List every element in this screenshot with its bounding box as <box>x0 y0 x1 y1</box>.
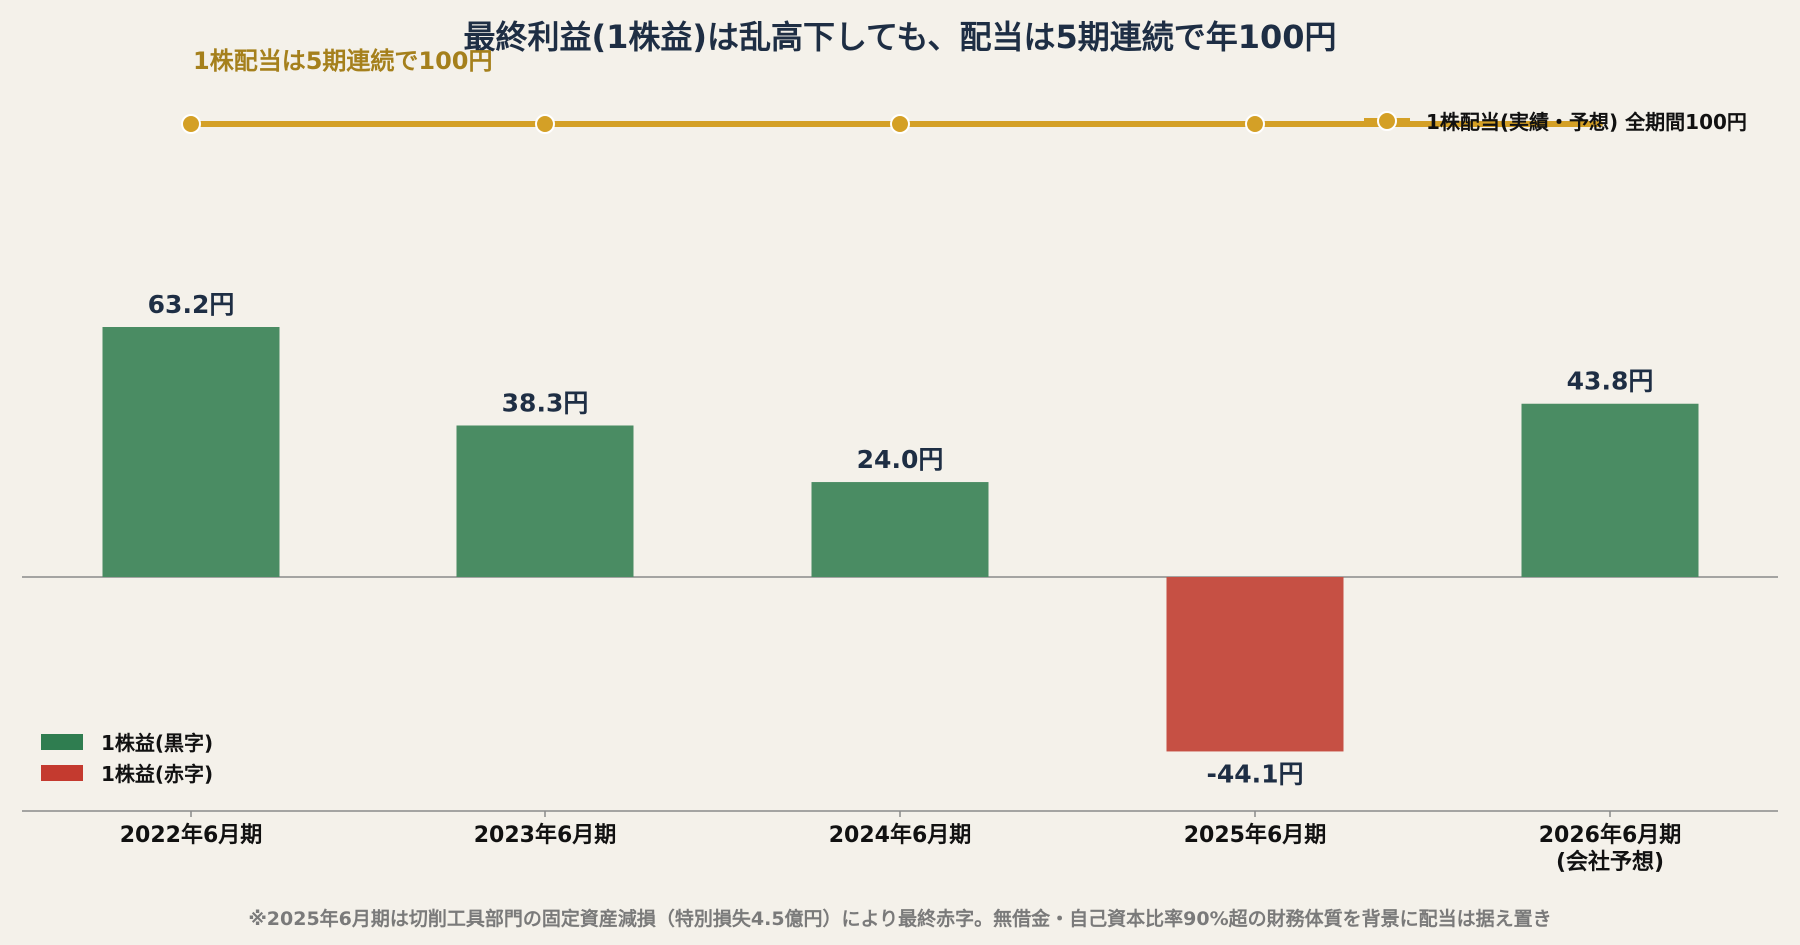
x-tick-label-4: 2025年6月期 <box>1184 822 1327 848</box>
legend-label-loss: 1株益(赤字) <box>101 762 213 786</box>
dividend-legend-marker <box>1377 111 1397 131</box>
eps-value-label-5: 43.8円 <box>1567 367 1654 396</box>
dividend-point-4 <box>1245 114 1265 134</box>
eps-bar-5 <box>1521 403 1699 577</box>
eps-value-label-2: 38.3円 <box>502 388 589 417</box>
eps-bar-3 <box>811 482 989 577</box>
dividend-point-1 <box>181 114 201 134</box>
eps-value-label-4: -44.1円 <box>1206 759 1303 788</box>
eps-bar-4 <box>1166 577 1344 752</box>
x-tick-label-5-sub: (会社予想) <box>1556 849 1664 875</box>
dividend-point-3 <box>890 114 910 134</box>
eps-value-label-1: 63.2円 <box>148 290 235 319</box>
eps-bar-1 <box>102 327 280 577</box>
x-tick-label-1: 2022年6月期 <box>120 822 263 848</box>
eps-bar-2 <box>456 425 634 577</box>
chart-title: 最終利益(1株益)は乱高下しても、配当は5期連続で年100円 <box>463 18 1336 56</box>
dividend-annotation: 1株配当は5期連続で100円 <box>193 47 493 75</box>
dividend-legend-label: 1株配当(実績・予想) 全期間100円 <box>1426 110 1747 134</box>
x-tick-label-3: 2024年6月期 <box>829 822 972 848</box>
dividend-point-2 <box>535 114 555 134</box>
legend-label-profit: 1株益(黒字) <box>101 731 213 755</box>
legend-swatch-loss <box>41 765 83 781</box>
eps-value-label-3: 24.0円 <box>857 445 944 474</box>
x-tick-label-5: 2026年6月期 <box>1539 822 1682 848</box>
x-tick-label-2: 2023年6月期 <box>474 822 617 848</box>
footnote: ※2025年6月期は切削工具部門の固定資産減損（特別損失4.5億円）により最終赤… <box>248 907 1551 930</box>
legend-swatch-profit <box>41 734 83 750</box>
